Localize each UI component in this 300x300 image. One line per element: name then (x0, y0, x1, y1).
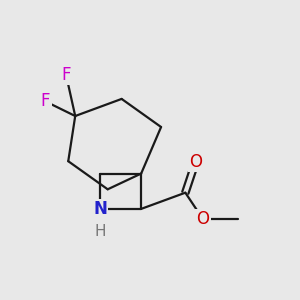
Text: F: F (41, 92, 50, 110)
Text: N: N (93, 200, 107, 218)
Text: O: O (196, 210, 209, 228)
Text: F: F (61, 66, 71, 84)
Text: O: O (189, 153, 202, 171)
Text: H: H (94, 224, 106, 239)
